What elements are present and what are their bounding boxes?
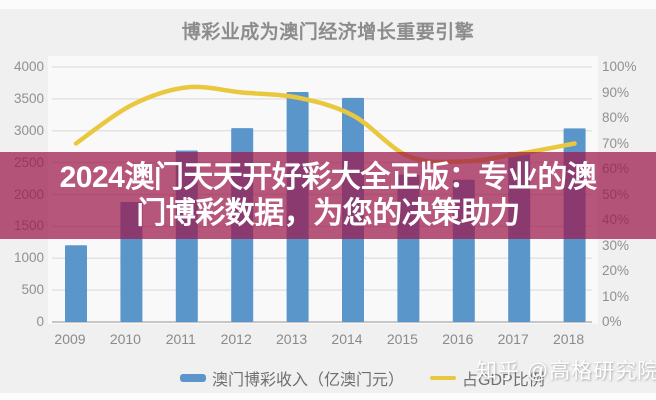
x-label-2010: 2010 <box>109 331 141 347</box>
legend-label-gdp-ratio: 占GDP比例 <box>462 372 545 389</box>
bar-series-swatch-icon <box>180 374 206 382</box>
y-left-tick-3000: 3000 <box>13 122 44 138</box>
y-right-tick-20%: 20% <box>602 263 630 278</box>
chart-legend: 澳门博彩收入（亿澳门元） 占GDP比例 <box>180 366 545 390</box>
line-series-swatch-icon <box>430 376 457 380</box>
x-label-2015: 2015 <box>386 331 418 347</box>
y-right-tick-30%: 30% <box>602 237 630 253</box>
bottom-margin-strip <box>0 393 656 400</box>
y-left-tick-500: 500 <box>21 282 44 298</box>
y-left-tick-1000: 1000 <box>13 250 44 266</box>
top-margin-strip <box>0 0 656 9</box>
x-label-2016: 2016 <box>442 331 474 347</box>
y-right-tick-90%: 90% <box>602 84 630 100</box>
watermark-zhihu: 知乎 @高格研究院 <box>476 360 656 383</box>
legend-item-gdp-ratio: 占GDP比例 <box>430 366 545 390</box>
x-label-2018: 2018 <box>553 331 585 347</box>
promo-overlay-line1: 2024澳门天天开好彩大全正版：专业的澳 <box>59 160 597 194</box>
promo-overlay-line2: 门博彩数据，为您的决策助力 <box>136 196 520 230</box>
y-right-tick-80%: 80% <box>602 110 630 125</box>
y-right-tick-70%: 70% <box>602 135 630 151</box>
legend-label-revenue: 澳门博彩收入（亿澳门元） <box>212 372 405 389</box>
y-right-tick-0%: 0% <box>602 314 622 329</box>
y-right-tick-100%: 100% <box>602 59 637 74</box>
y-right-tick-10%: 10% <box>602 288 630 304</box>
y-left-tick-0: 0 <box>36 314 44 329</box>
y-left-tick-3500: 3500 <box>13 90 44 106</box>
y-left-tick-4000: 4000 <box>13 59 44 74</box>
promo-overlay-banner: 2024澳门天天开好彩大全正版：专业的澳 门博彩数据，为您的决策助力 <box>0 152 656 239</box>
x-label-2013: 2013 <box>276 331 308 347</box>
x-label-2009: 2009 <box>54 331 86 347</box>
legend-item-revenue: 澳门博彩收入（亿澳门元） <box>180 366 404 390</box>
chart-title: 博彩业成为澳门经济增长重要引擎 <box>181 22 475 43</box>
x-label-2011: 2011 <box>165 331 196 347</box>
bar-2009 <box>65 245 87 322</box>
x-label-2014: 2014 <box>331 331 363 347</box>
x-label-2017: 2017 <box>497 331 529 347</box>
x-label-2012: 2012 <box>220 331 252 347</box>
